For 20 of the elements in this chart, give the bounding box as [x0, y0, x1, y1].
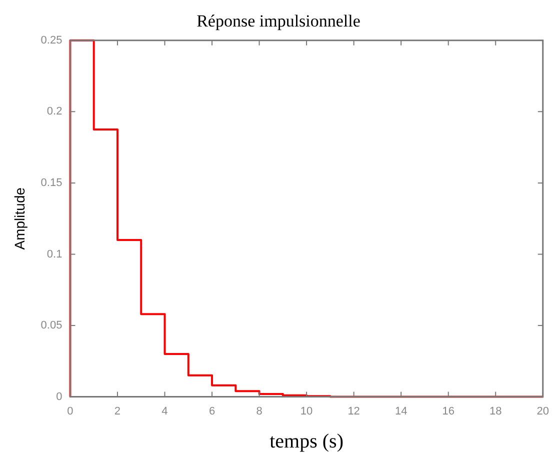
x-tick-label: 2: [114, 405, 121, 418]
x-tick-label: 6: [208, 405, 216, 418]
x-tick-label: 10: [300, 405, 313, 418]
x-tick-label: 16: [442, 405, 454, 418]
y-tick-label: 0.15: [40, 176, 62, 189]
x-tick-label: 18: [489, 405, 502, 418]
x-tick-label: 8: [256, 405, 262, 418]
x-tick-label: 12: [348, 405, 360, 418]
x-tick-label: 4: [162, 405, 168, 418]
y-tick-label: 0.05: [40, 320, 62, 332]
y-tick-label: 0.25: [40, 34, 62, 46]
x-tick-label: 0: [67, 405, 74, 418]
y-axis-title: Amplitude: [11, 187, 28, 250]
y-tick-label: 0.1: [46, 248, 62, 260]
x-tick-label: 20: [536, 405, 550, 418]
chart-title: Réponse impulsionnelle: [196, 12, 360, 31]
x-axis-title: temps (s): [270, 430, 344, 452]
y-tick-label: 0: [56, 390, 62, 403]
y-tick-label: 0.2: [46, 106, 62, 118]
x-tick-label: 14: [394, 405, 408, 418]
